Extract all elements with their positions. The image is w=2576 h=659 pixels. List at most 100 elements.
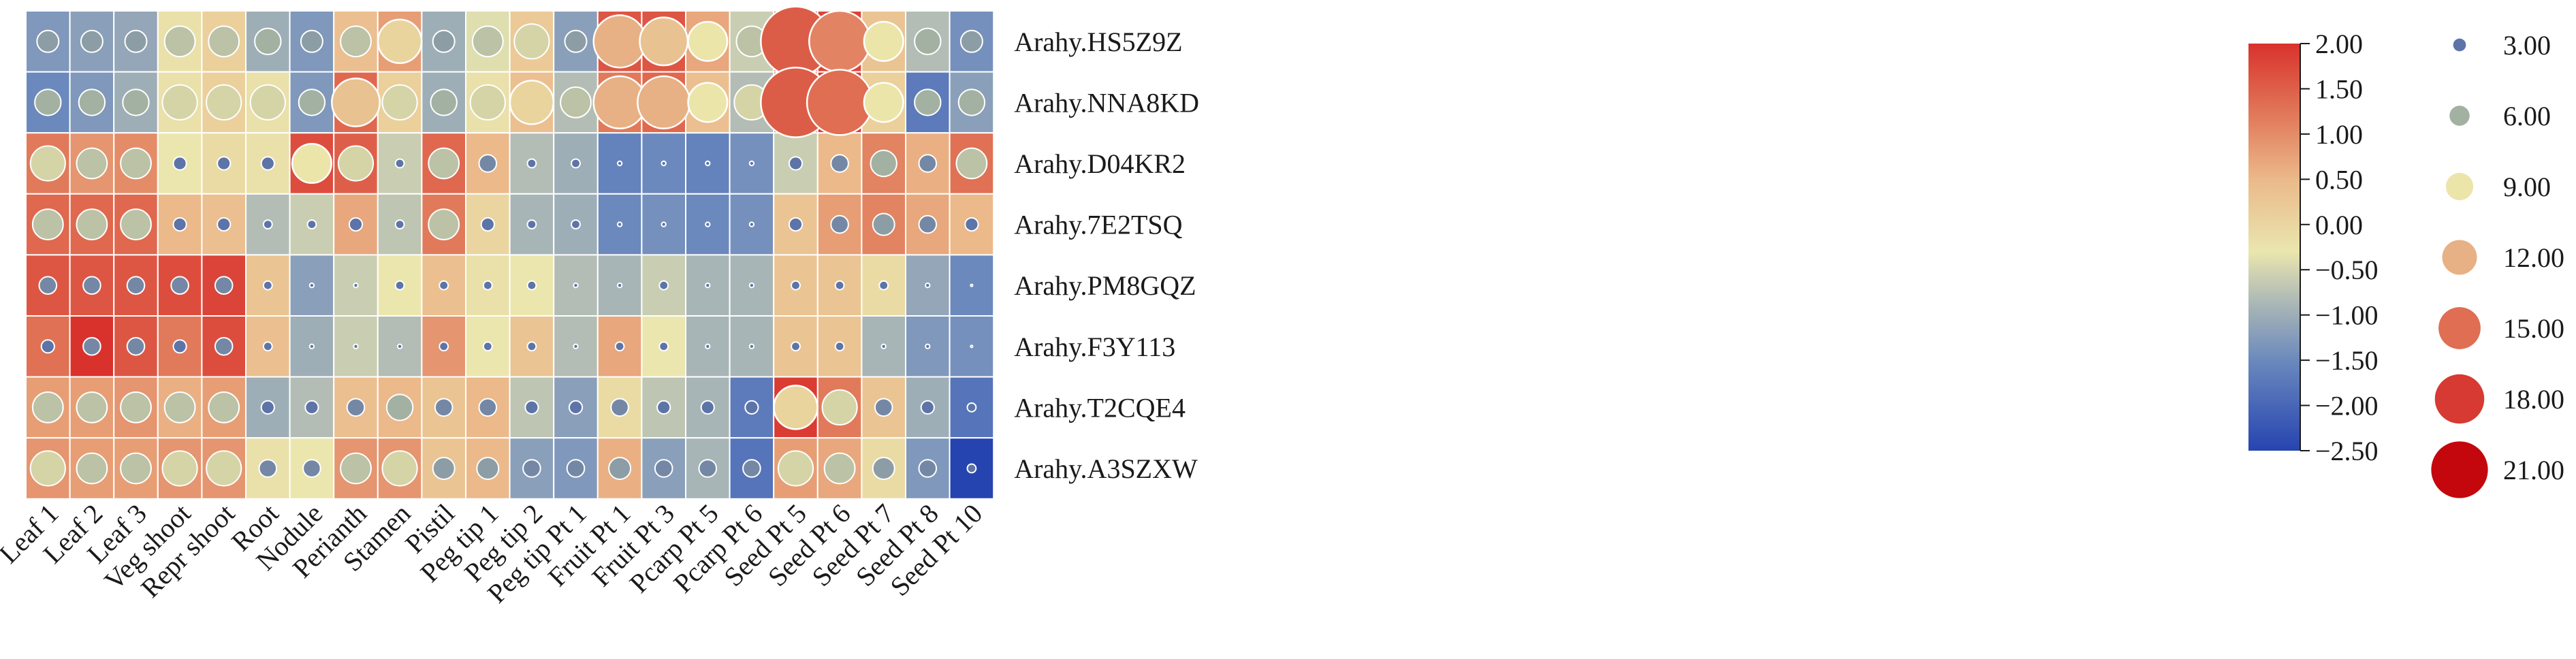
bubble-point	[172, 217, 187, 232]
bubble-point	[522, 459, 541, 478]
bubble-point	[208, 391, 240, 423]
bubble-point	[705, 221, 711, 227]
bubble-point	[76, 452, 108, 485]
bubble-point	[658, 280, 669, 291]
bubble-point	[124, 29, 148, 53]
bubble-point	[172, 339, 187, 354]
bubble-point	[610, 398, 629, 417]
size-legend-swatch	[2442, 240, 2477, 275]
bubble-point	[966, 402, 977, 413]
bubble-point	[385, 393, 414, 421]
bubble-point	[122, 89, 150, 116]
bubble-point	[432, 457, 456, 480]
bubble-point	[920, 400, 935, 415]
bubble-point	[823, 452, 856, 485]
bubble-point	[748, 283, 755, 289]
bubble-point	[214, 276, 234, 295]
bubble-point	[526, 341, 537, 352]
bubble-point	[120, 147, 152, 180]
bubble-point	[306, 219, 317, 230]
bubble-point	[656, 400, 671, 415]
bubble-point	[914, 27, 942, 55]
bubble-point	[29, 145, 66, 182]
color-scale-tick-label: −2.00	[2315, 391, 2379, 421]
bubble-point	[830, 154, 849, 173]
bubble-point	[34, 89, 62, 116]
bubble-point	[705, 283, 711, 289]
bubble-point	[394, 219, 405, 230]
bubble-point	[788, 217, 804, 232]
bubble-point	[608, 457, 632, 480]
bubble-point	[658, 341, 669, 352]
bubble-point	[661, 160, 667, 167]
bubble-point	[469, 84, 506, 120]
row-label: Arahy.T2CQE4	[1014, 392, 1186, 423]
bubble-point	[394, 280, 405, 291]
row-label: Arahy.NNA8KD	[1014, 87, 1199, 118]
bubble-point	[31, 391, 64, 423]
bubble-point	[970, 344, 974, 349]
bubble-point	[308, 283, 315, 289]
bubble-point	[526, 219, 537, 230]
bubble-point	[302, 459, 321, 478]
bubble-point	[482, 280, 493, 291]
bubble-point	[524, 400, 539, 415]
bubble-point	[340, 25, 372, 58]
bubble-point	[120, 452, 152, 485]
bubble-point	[654, 459, 673, 478]
bubble-point	[966, 463, 977, 474]
bubble-point	[394, 158, 405, 169]
bubble-point	[592, 14, 647, 69]
bubble-point	[161, 84, 198, 120]
bubble-point	[262, 280, 273, 291]
bubble-point	[439, 341, 449, 352]
bubble-point	[880, 343, 887, 349]
bubble-point	[396, 343, 403, 349]
bubble-point	[698, 459, 718, 478]
bubble-point	[568, 400, 584, 415]
bubble-point	[126, 337, 146, 356]
bubble-point	[434, 398, 454, 417]
bubble-point	[126, 276, 146, 295]
bubble-point	[744, 400, 759, 415]
bubble-point	[163, 25, 196, 58]
bubble-point	[748, 221, 755, 227]
bubble-point	[120, 208, 152, 241]
size-legend-swatch	[2449, 106, 2470, 126]
bubble-point	[955, 147, 988, 180]
bubble-point	[439, 280, 449, 291]
bubble-point	[300, 29, 323, 53]
bubble-point	[970, 283, 974, 287]
bubble-point	[82, 337, 101, 356]
size-legend-swatch	[2445, 172, 2474, 201]
bubble-point	[308, 343, 315, 349]
size-legend-swatch	[2453, 38, 2466, 52]
bubble-point	[260, 400, 275, 415]
bubble-point	[616, 221, 623, 227]
bubble-point	[340, 452, 372, 485]
bubble-point	[872, 212, 895, 236]
bubble-point	[687, 20, 729, 62]
bubble-point	[870, 149, 897, 178]
bubble-point	[639, 16, 689, 67]
bubble-point	[742, 459, 761, 478]
bubble-point	[964, 217, 979, 232]
bubble-point	[834, 280, 845, 291]
bubble-layer	[29, 5, 988, 487]
bubble-point	[661, 221, 667, 227]
bubble-point	[331, 77, 381, 127]
bubble-point	[430, 89, 458, 116]
bubble-point	[304, 400, 319, 415]
bubble-point	[526, 280, 537, 291]
bubble-point	[170, 276, 189, 295]
color-scale-tick-label: 0.00	[2315, 210, 2363, 240]
color-scale-tick-label: −2.50	[2315, 436, 2379, 466]
bubble-point	[616, 160, 623, 167]
bubble-point	[78, 89, 106, 116]
color-scale-tick-label: 0.50	[2315, 164, 2363, 195]
size-legend: 3.00 6.00 9.00 12.00 15.00 18.00 21.00	[2431, 30, 2564, 498]
bubble-point	[863, 20, 904, 62]
bubble-point	[705, 160, 711, 167]
